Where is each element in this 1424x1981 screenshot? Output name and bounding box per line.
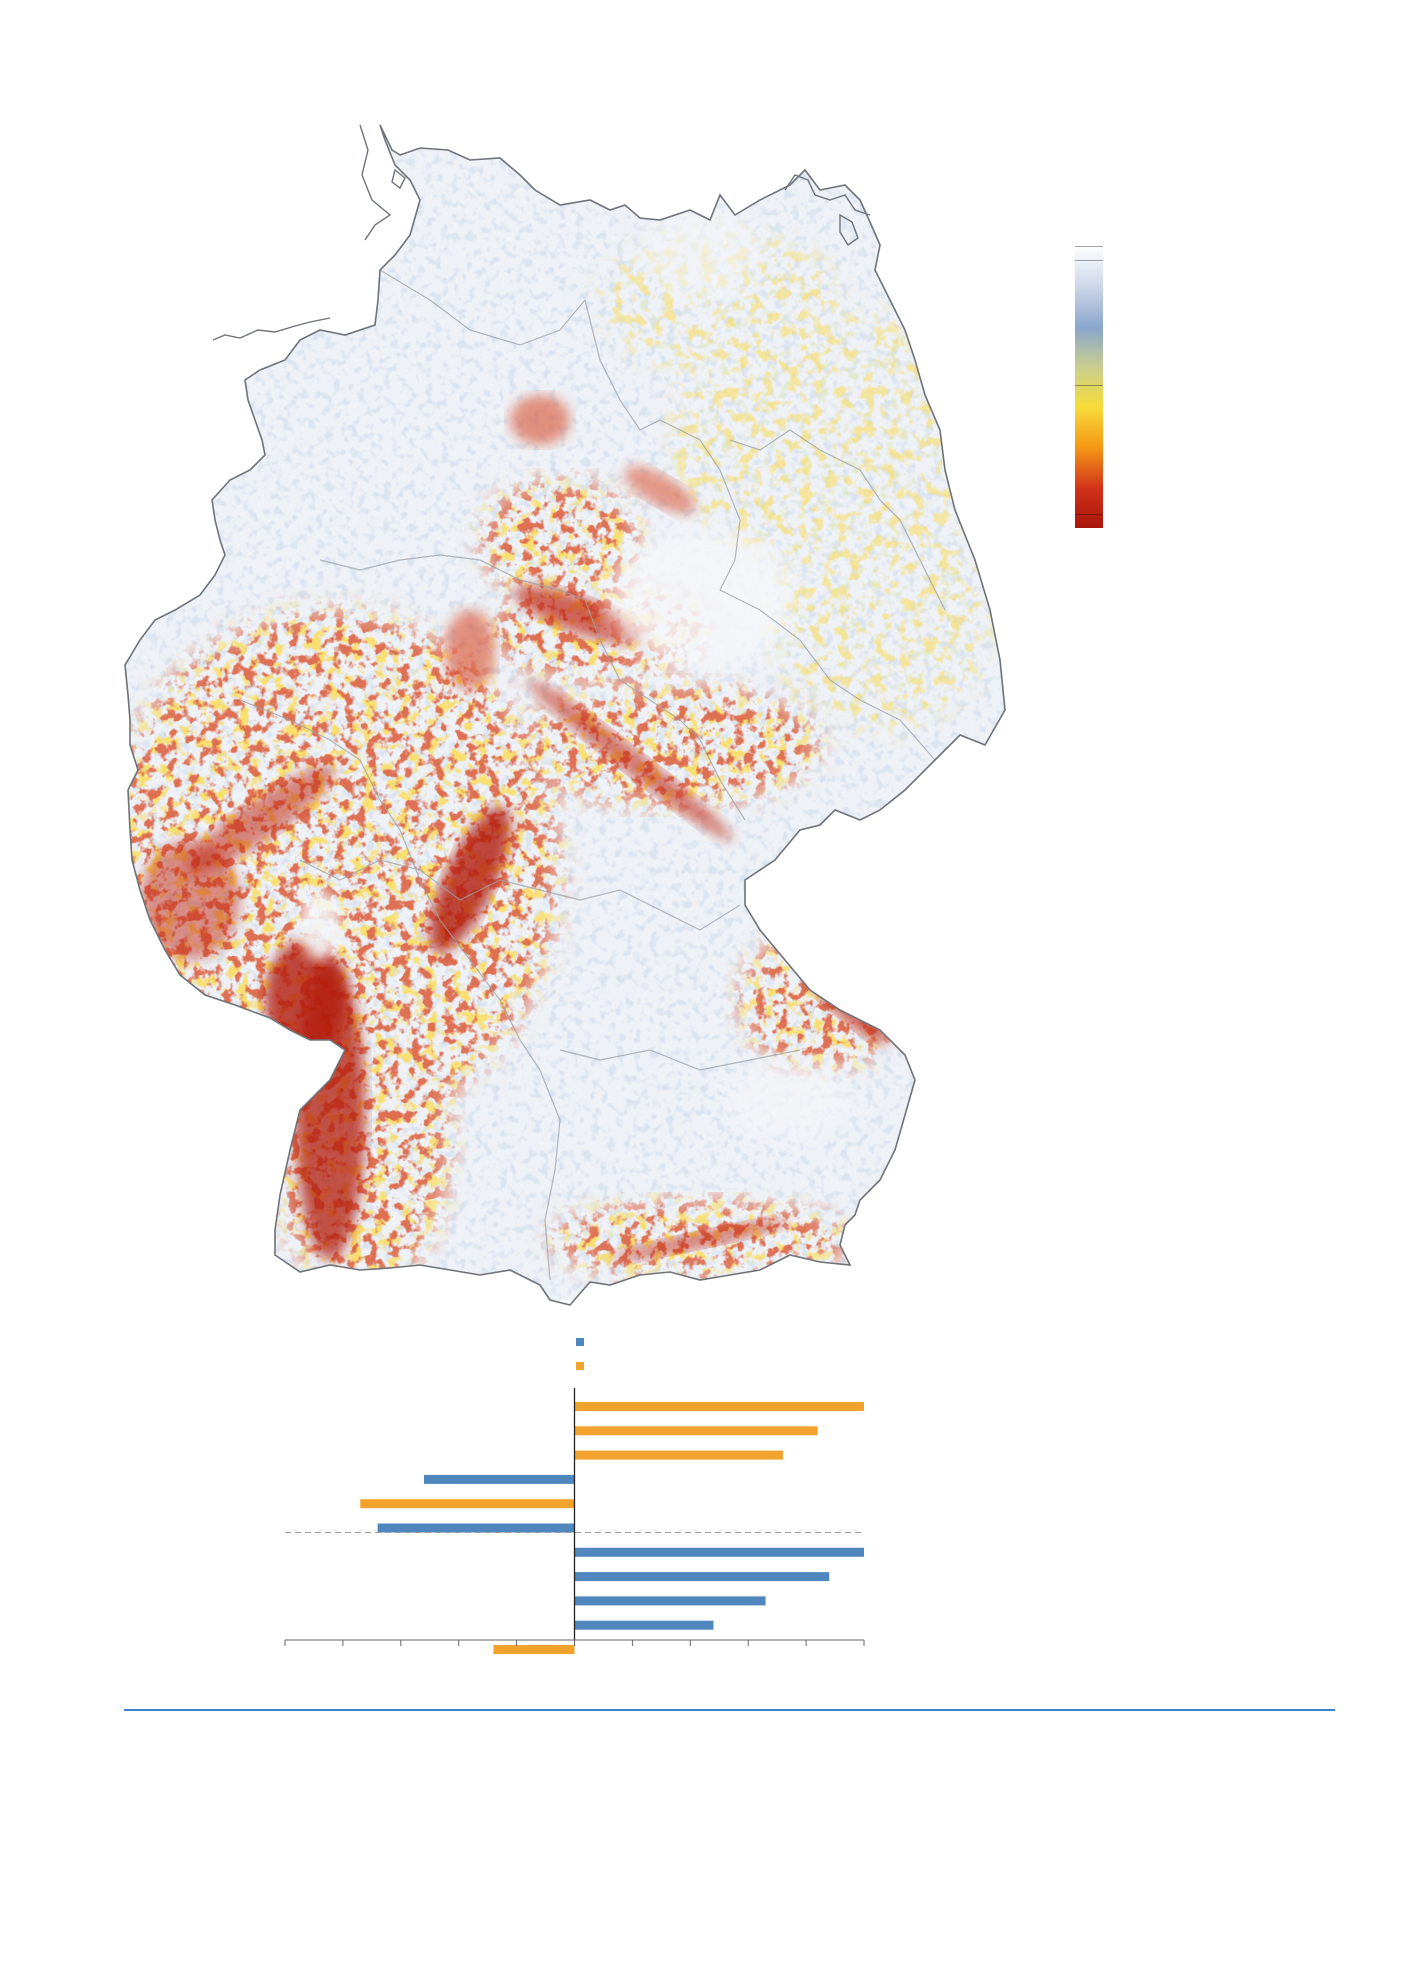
- bar-series1-row4: [423, 1474, 575, 1484]
- bar-series1-row10: [574, 1620, 714, 1630]
- bar-series2-row2: [574, 1426, 818, 1436]
- legend-color-scale: [1075, 246, 1103, 528]
- bar-series1-row9: [574, 1596, 766, 1606]
- state-borders: [239, 269, 946, 1281]
- bars-layer: [360, 1338, 864, 1654]
- bar-series1-row7: [574, 1547, 864, 1557]
- legend-tick: [1075, 260, 1103, 261]
- bar-series1-row6: [377, 1523, 575, 1533]
- legend-tick-top: [1075, 246, 1103, 247]
- section-divider: [124, 1709, 1335, 1711]
- bar-series2-row11: [493, 1645, 575, 1654]
- coastline-details: [212, 124, 871, 341]
- legend-tick: [1075, 514, 1103, 515]
- legend-tick: [1075, 385, 1103, 386]
- low-value-areas: [298, 200, 850, 1140]
- bar-series2-row3: [574, 1450, 783, 1460]
- legend-swatch-1: [576, 1338, 584, 1346]
- x-axis: [284, 1388, 865, 1646]
- bar-series2-row1: [574, 1402, 864, 1411]
- bar-series2-row5: [360, 1499, 575, 1509]
- bar-series1-row8: [574, 1572, 830, 1582]
- legend-swatch-2: [576, 1362, 584, 1370]
